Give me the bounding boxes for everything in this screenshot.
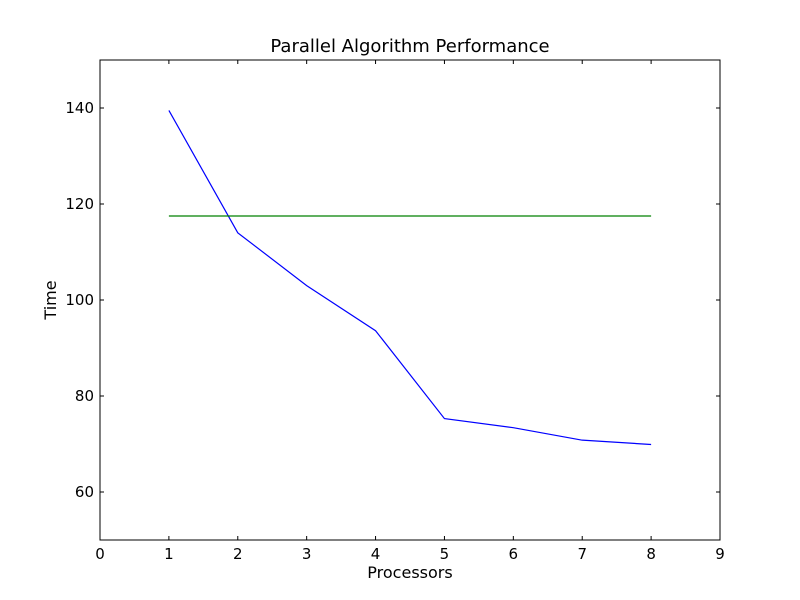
x-tick-label: 5	[440, 545, 450, 563]
x-tick-label: 0	[95, 545, 105, 563]
x-tick-label: 3	[302, 545, 312, 563]
y-tick-label: 120	[65, 195, 94, 213]
y-axis-ticks: 60 80 100 120 140	[65, 99, 720, 501]
x-axis-ticks: 0 1 2 3 4 5 6 7 8 9	[95, 60, 725, 563]
x-tick-label: 4	[371, 545, 381, 563]
x-tick-label: 7	[577, 545, 587, 563]
y-tick-label: 80	[75, 387, 94, 405]
x-tick-label: 6	[509, 545, 519, 563]
series-layer	[168, 110, 652, 446]
x-tick-label: 2	[233, 545, 243, 563]
y-tick-label: 60	[75, 483, 94, 501]
x-tick-label: 8	[646, 545, 656, 563]
x-tick-label: 9	[715, 545, 725, 563]
y-axis-label: Time	[41, 280, 60, 320]
y-tick-label: 140	[65, 99, 94, 117]
series-line-1	[168, 110, 652, 446]
plot-area	[100, 60, 720, 540]
x-tick-label: 1	[164, 545, 174, 563]
x-axis-label: Processors	[367, 563, 452, 582]
chart-title: Parallel Algorithm Performance	[270, 36, 549, 57]
y-tick-label: 100	[65, 291, 94, 309]
